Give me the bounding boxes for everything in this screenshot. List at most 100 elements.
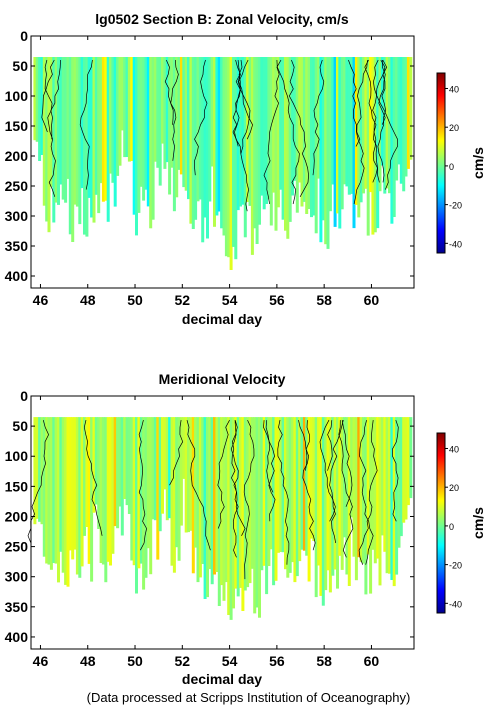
- data-column: [347, 57, 351, 195]
- data-column: [395, 417, 399, 575]
- data-column: [260, 417, 264, 571]
- y-tick-label: 300: [5, 569, 29, 585]
- data-column: [118, 417, 122, 507]
- data-column: [104, 417, 108, 583]
- data-column: [402, 57, 406, 192]
- contour-line: [83, 420, 103, 536]
- contour-line: [355, 59, 368, 147]
- x-tick-label: 50: [127, 653, 143, 669]
- data-column: [49, 417, 53, 570]
- contour-line: [341, 420, 353, 507]
- data-column: [196, 57, 200, 202]
- data-column: [161, 57, 164, 144]
- data-column: [156, 417, 160, 560]
- data-column: [243, 57, 247, 238]
- data-column: [295, 57, 299, 213]
- data-column: [45, 57, 49, 222]
- data-column: [101, 417, 105, 565]
- panel-title: lg0502 Section B: Zonal Velocity, cm/s: [95, 11, 349, 27]
- data-column: [47, 417, 51, 565]
- data-column: [319, 417, 323, 596]
- x-tick-label: 52: [175, 653, 191, 669]
- data-column: [151, 57, 155, 220]
- data-column: [52, 417, 56, 563]
- data-column: [246, 57, 250, 202]
- panel-title: Meridional Velocity: [159, 371, 286, 387]
- data-column: [371, 57, 375, 235]
- data-column: [71, 417, 75, 560]
- data-column: [250, 417, 254, 569]
- data-column: [291, 57, 295, 196]
- contour-line: [338, 420, 354, 558]
- data-column: [191, 57, 195, 229]
- data-column: [109, 57, 112, 174]
- contour-line: [232, 59, 241, 147]
- x-tick-label: 56: [269, 292, 285, 308]
- data-column: [269, 57, 273, 226]
- data-column: [198, 417, 202, 578]
- data-column: [182, 57, 186, 188]
- data-column: [317, 57, 321, 179]
- data-column: [376, 57, 380, 229]
- data-column: [87, 57, 91, 198]
- y-tick-label: 350: [5, 599, 29, 615]
- data-column: [61, 417, 65, 573]
- data-column: [232, 57, 235, 247]
- data-column: [146, 57, 150, 207]
- data-column: [253, 417, 257, 614]
- data-column: [324, 57, 328, 245]
- data-column: [298, 417, 302, 562]
- data-column: [177, 417, 181, 561]
- data-column: [399, 57, 403, 184]
- data-column: [340, 417, 344, 570]
- data-column: [194, 57, 198, 220]
- data-column: [179, 57, 183, 175]
- data-column: [409, 417, 413, 499]
- data-column: [187, 57, 190, 200]
- data-column: [305, 417, 309, 556]
- data-column: [276, 57, 280, 208]
- contour-line: [263, 59, 282, 205]
- y-tick-label: 100: [5, 448, 29, 464]
- colorbar-tick-label: 40: [449, 444, 459, 454]
- contour-line: [348, 59, 365, 205]
- data-column: [324, 417, 328, 591]
- data-column: [85, 417, 89, 527]
- data-column: [295, 417, 299, 577]
- data-column: [149, 57, 153, 229]
- data-column: [302, 417, 306, 551]
- data-column: [80, 417, 84, 567]
- data-column: [338, 57, 342, 229]
- data-column: [328, 57, 332, 212]
- data-column: [156, 57, 160, 168]
- data-column: [146, 417, 150, 549]
- data-column: [120, 57, 124, 131]
- data-column: [293, 57, 297, 181]
- data-column: [83, 417, 86, 536]
- data-column: [305, 57, 309, 214]
- data-column: [66, 57, 70, 179]
- data-column: [217, 417, 221, 606]
- data-column: [385, 417, 389, 574]
- data-column: [390, 417, 394, 580]
- data-column: [172, 417, 176, 573]
- contour-line: [41, 59, 55, 133]
- contour-line: [217, 419, 230, 529]
- data-column: [191, 417, 195, 574]
- data-column: [350, 57, 354, 194]
- data-column: [258, 57, 261, 225]
- data-column: [362, 57, 365, 194]
- data-column: [402, 417, 406, 523]
- data-column: [217, 57, 221, 212]
- data-column: [302, 57, 306, 202]
- data-column: [57, 417, 60, 583]
- data-column: [80, 57, 84, 189]
- data-column: [144, 57, 148, 190]
- data-column: [274, 417, 278, 581]
- colorbar-tick-label: -20: [449, 201, 462, 211]
- x-tick-label: 52: [175, 292, 191, 308]
- data-column: [345, 57, 349, 187]
- data-column: [345, 417, 349, 575]
- plot-frame: [30, 395, 415, 650]
